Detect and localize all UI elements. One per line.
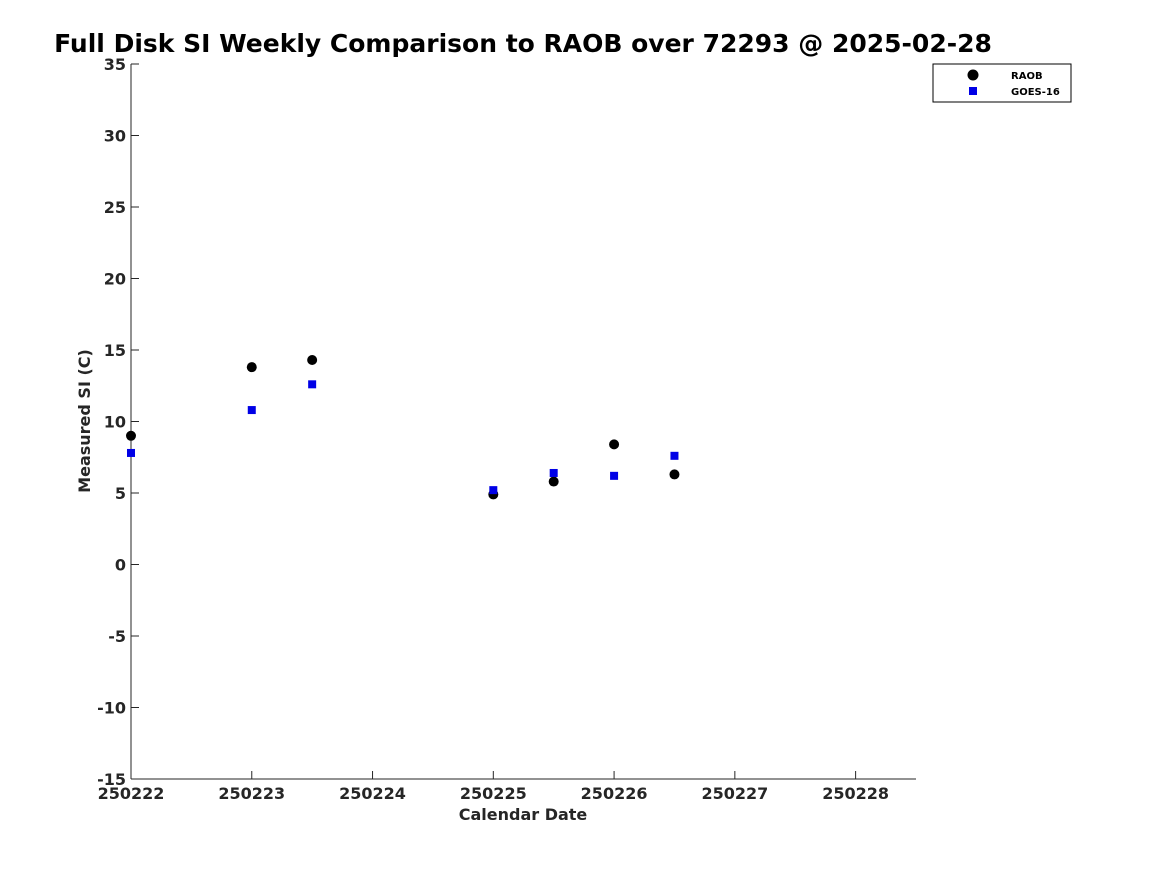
x-axis-label: Calendar Date [459, 805, 588, 824]
chart-title: Full Disk SI Weekly Comparison to RAOB o… [54, 29, 992, 58]
data-point-goes-16 [489, 486, 498, 495]
data-point-goes-16 [308, 380, 317, 389]
legend-marker-goes-16 [969, 87, 977, 95]
data-point-raob [548, 476, 559, 487]
data-point-goes-16 [549, 468, 558, 477]
data-point-raob [669, 469, 680, 480]
data-point-goes-16 [127, 448, 135, 457]
legend-label: GOES-16 [1011, 87, 1060, 98]
data-point-goes-16 [610, 471, 619, 480]
x-tick-label: 250224 [339, 784, 406, 803]
x-ticks: 250222 250223 250224 250225 250226 250227 2502… [98, 771, 889, 803]
y-tick-label: 30 [104, 127, 126, 146]
data-point-raob [609, 439, 620, 450]
data-point-goes-16 [247, 406, 256, 415]
y-tick-label: 15 [104, 341, 126, 360]
x-tick-label: 250228 [822, 784, 889, 803]
x-tick-label: 250225 [460, 784, 527, 803]
y-tick-label: 20 [104, 270, 126, 289]
legend-marker-raob [967, 69, 979, 81]
data-points [126, 355, 680, 500]
x-tick-label: 250226 [581, 784, 648, 803]
y-tick-label: 5 [115, 484, 126, 503]
x-tick-label: 250222 [98, 784, 165, 803]
x-tick-label: 250223 [218, 784, 285, 803]
y-ticks: 35 30 25 20 15 10 5 0 -5 -10 -15 [97, 55, 139, 789]
legend-box [932, 63, 1072, 103]
data-point-raob [307, 355, 318, 366]
series-raob [126, 355, 680, 500]
y-tick-label: -10 [97, 699, 126, 718]
data-point-raob [246, 362, 257, 373]
legend: RAOB GOES-16 [932, 63, 1072, 103]
y-tick-label: 0 [115, 556, 126, 575]
y-tick-label: 10 [104, 413, 126, 432]
y-tick-label: -5 [108, 627, 126, 646]
axes [130, 64, 916, 780]
x-tick-label: 250227 [701, 784, 768, 803]
y-tick-label: 35 [104, 55, 126, 74]
data-point-raob [126, 430, 136, 441]
data-point-goes-16 [670, 451, 679, 460]
y-tick-label: 25 [104, 198, 126, 217]
y-axis-label: Measured SI (C) [75, 349, 94, 493]
legend-label: RAOB [1011, 71, 1043, 82]
series-goes-16 [127, 380, 679, 495]
y-tick-label: -15 [97, 770, 126, 789]
